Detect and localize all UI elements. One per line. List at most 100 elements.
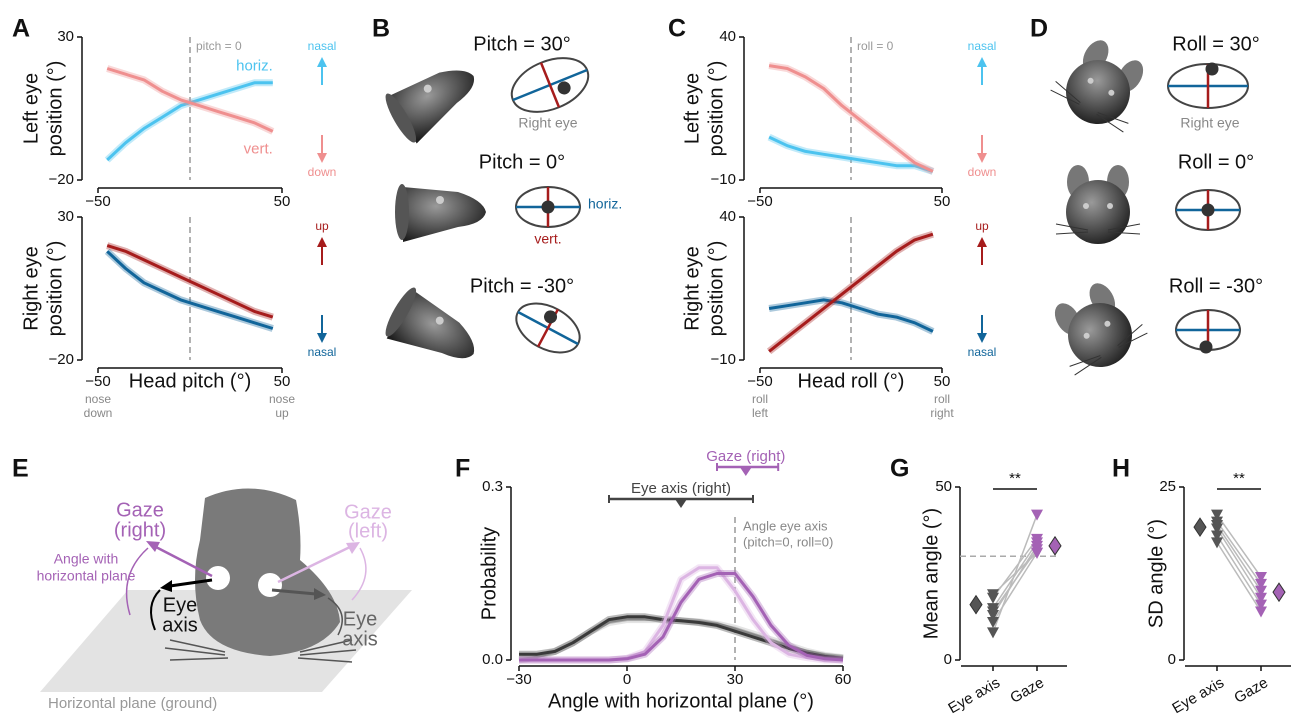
- x-tick-label: 50: [274, 193, 291, 210]
- x-axis-label: Head pitch (°): [129, 370, 252, 392]
- x-tick-label: Eye axis: [1169, 674, 1227, 715]
- reference-label: pitch = 0: [196, 39, 242, 53]
- angle-label: horizontal plane: [37, 568, 136, 584]
- x-tick-label: Gaze: [1231, 674, 1271, 707]
- point: [1255, 606, 1267, 618]
- mouse-head: [385, 287, 475, 359]
- x-tick-label: 50: [934, 193, 951, 210]
- mouse-head: [395, 184, 486, 242]
- eye-axis-label: axis: [342, 628, 378, 650]
- series-line: [519, 572, 844, 662]
- arrow-head: [317, 153, 327, 163]
- pair-line: [1216, 528, 1262, 599]
- x-tick-note: up: [275, 406, 289, 420]
- point: [1031, 533, 1043, 545]
- x-tick-note: nose: [85, 392, 111, 406]
- point: [1211, 509, 1223, 521]
- x-tick-label: −30: [506, 671, 531, 688]
- mean-marker: [1272, 582, 1286, 603]
- gaze-label: (right): [114, 519, 166, 541]
- y-tick-label: 40: [719, 28, 736, 45]
- y-axis-label: Left eye: [20, 73, 42, 144]
- point: [1255, 599, 1267, 611]
- plane-label: Horizontal plane (ground): [48, 695, 217, 712]
- x-tick-label: 50: [274, 373, 291, 390]
- x-tick-note: roll: [934, 392, 950, 406]
- error-mean: [675, 499, 687, 508]
- vert-label: vert.: [534, 231, 561, 247]
- eye-diagram: [515, 186, 581, 228]
- panel-title: Pitch = -30°: [470, 275, 574, 297]
- y-tick-label: 30: [57, 28, 74, 45]
- panel-label: A: [12, 15, 30, 43]
- panel-d: Roll = 30° Roll = 0° Roll = -30° Right e…: [1050, 33, 1263, 376]
- point: [1031, 509, 1043, 521]
- pair-line: [1216, 521, 1262, 585]
- x-tick-label: 30: [727, 671, 744, 688]
- y-tick-label: 25: [1159, 478, 1176, 495]
- y-axis-label: Right eye: [20, 246, 42, 331]
- mouse-head: [1055, 165, 1141, 244]
- reference-label: Angle eye axis: [743, 518, 828, 533]
- point: [1255, 585, 1267, 597]
- pair-line: [1216, 535, 1262, 606]
- series-line: [768, 135, 934, 173]
- x-tick-label: 0: [623, 671, 631, 688]
- point: [1255, 592, 1267, 604]
- point: [987, 589, 999, 601]
- direction-label: nasal: [968, 39, 997, 53]
- pair-line: [992, 552, 1038, 595]
- x-axis-label: Head roll (°): [798, 370, 905, 392]
- eye-axis-label: Eye: [163, 594, 197, 616]
- mean-marker: [1048, 535, 1062, 556]
- reference-label: (pitch=0, roll=0): [743, 534, 833, 549]
- y-axis-label: position (°): [44, 241, 66, 337]
- error-label: Gaze (right): [706, 448, 785, 465]
- panel-title: Roll = -30°: [1169, 275, 1263, 297]
- x-tick-note: right: [930, 406, 954, 420]
- eye-diagram: [1175, 189, 1241, 231]
- x-tick-label: −50: [85, 373, 110, 390]
- panel-label: C: [668, 15, 686, 43]
- eye-label: Right eye: [1180, 115, 1239, 131]
- pair-line: [992, 552, 1038, 623]
- panel-title: Pitch = 30°: [473, 33, 571, 55]
- y-tick-label: −20: [49, 351, 74, 368]
- eye-diagram: [1175, 309, 1241, 354]
- y-tick-label: −10: [711, 171, 736, 188]
- panel-label: B: [372, 15, 390, 43]
- reference-label: roll = 0: [857, 39, 894, 53]
- panel-label: H: [1112, 455, 1130, 483]
- point: [1211, 530, 1223, 542]
- pair-line: [1216, 541, 1262, 612]
- direction-label: down: [968, 165, 997, 179]
- panel-label: E: [12, 455, 29, 483]
- panel-label: G: [890, 455, 909, 483]
- direction-label: nasal: [308, 345, 337, 359]
- x-axis-label: Angle with horizontal plane (°): [548, 690, 814, 712]
- direction-label: nasal: [308, 39, 337, 53]
- x-tick-label: −50: [85, 193, 110, 210]
- series-line: [106, 67, 274, 133]
- gaze-label: Gaze: [116, 499, 164, 521]
- mean-marker: [1193, 517, 1207, 538]
- eye-axis-label: Eye: [343, 608, 377, 630]
- x-tick-note: nose: [269, 392, 295, 406]
- series-line: [519, 615, 844, 660]
- series-line: [106, 250, 274, 330]
- x-tick-note: left: [752, 406, 769, 420]
- arrow-head: [977, 333, 987, 343]
- point: [987, 627, 999, 639]
- arrow-head: [977, 237, 987, 247]
- point: [1211, 537, 1223, 549]
- x-tick-note: down: [84, 406, 113, 420]
- arrow-head: [977, 153, 987, 163]
- y-axis-label: Mean angle (°): [920, 508, 942, 639]
- point: [1211, 516, 1223, 528]
- arrow-head: [317, 237, 327, 247]
- series-line: [768, 232, 934, 353]
- eye-diagram: [515, 302, 581, 354]
- panel-label: D: [1030, 15, 1048, 43]
- point: [1255, 578, 1267, 590]
- panel-e: Gaze (right) Gaze (left) Angle with hori…: [37, 488, 412, 712]
